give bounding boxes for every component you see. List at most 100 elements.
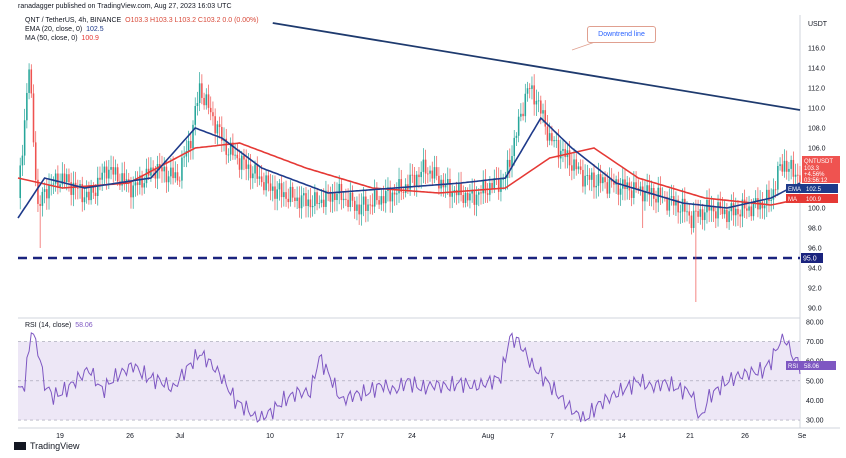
candle-body <box>429 170 431 174</box>
candle-body <box>765 189 768 206</box>
candle-body <box>564 149 566 158</box>
candle-body <box>163 166 165 172</box>
candle-body <box>424 159 427 174</box>
candle-body <box>719 202 722 209</box>
candle-body <box>83 197 86 203</box>
ema-legend[interactable]: EMA (20, close, 0) 102.5 <box>25 26 104 33</box>
candle-body <box>553 140 555 142</box>
candle-body <box>302 193 305 196</box>
candle-body <box>531 85 533 89</box>
candle-body <box>478 192 480 195</box>
tag-countdown: 03:56:12 <box>804 178 828 184</box>
price-tick-label: 92.0 <box>808 286 822 293</box>
candle-body <box>245 159 247 169</box>
candle-body <box>542 110 544 114</box>
candle-body <box>739 214 741 217</box>
candle-body <box>291 186 294 198</box>
candle-body <box>741 199 744 217</box>
candle-body <box>779 164 781 166</box>
time-tick-label: 14 <box>618 433 626 440</box>
candle-body <box>26 92 28 121</box>
candle-body <box>232 142 234 156</box>
candle-body <box>522 113 524 117</box>
candle-body <box>116 167 119 182</box>
candle-body <box>30 69 33 94</box>
candle-body <box>221 126 223 141</box>
candle-body <box>444 183 447 188</box>
candle-body <box>342 198 345 201</box>
currency-label: USDT <box>808 21 828 28</box>
candle-body <box>633 182 635 198</box>
candle-body <box>575 159 578 170</box>
candle-body <box>39 203 41 206</box>
candle-body <box>167 176 170 183</box>
tradingview-logo[interactable]: TradingView <box>14 441 80 451</box>
time-tick-label: 26 <box>741 433 749 440</box>
ma-label: MA (50, close, 0) <box>25 35 78 42</box>
candle-body <box>502 179 504 180</box>
candle-body <box>320 199 323 204</box>
candle-body <box>121 173 123 186</box>
candle-body <box>338 183 340 194</box>
ma-tag-label: MA <box>788 197 797 203</box>
ema-value: 102.5 <box>86 26 104 33</box>
candle-body <box>785 160 788 172</box>
candle-body <box>526 88 529 94</box>
candle-body <box>336 193 338 201</box>
candle-body <box>639 186 642 190</box>
candle-body <box>584 175 586 187</box>
candle-body <box>103 166 106 173</box>
candle-body <box>325 190 327 207</box>
candle-body <box>422 159 425 172</box>
candle-body <box>411 174 414 176</box>
candle-body <box>413 174 416 187</box>
candle-body <box>644 191 646 202</box>
candle-body <box>353 200 356 211</box>
ma-line <box>17 142 801 206</box>
ma-legend[interactable]: MA (50, close, 0) 100.9 <box>25 35 99 42</box>
candle-body <box>23 120 26 156</box>
candle-body <box>287 198 290 203</box>
candle-body <box>659 187 662 197</box>
candle-body <box>85 191 88 198</box>
candle-body <box>653 187 655 199</box>
rsi-label: RSI (14, close) <box>25 322 72 329</box>
candle-body <box>134 182 137 186</box>
candle-body <box>214 116 216 134</box>
candle-body <box>455 189 458 196</box>
candle-body <box>203 97 205 106</box>
candle-body <box>646 185 648 192</box>
candle-body <box>449 179 451 197</box>
time-tick-label: 26 <box>126 433 134 440</box>
candle-body <box>462 194 465 203</box>
candle-body <box>46 189 48 199</box>
candle-body <box>365 196 367 211</box>
candle-body <box>161 167 163 172</box>
candle-body <box>794 174 797 177</box>
candle-body <box>431 170 434 179</box>
candle-body <box>110 167 112 170</box>
rsi-tag-label: RSI <box>788 364 798 370</box>
candle-body <box>94 192 97 197</box>
candle-body <box>469 193 471 201</box>
candle-body <box>480 192 482 194</box>
candle-body <box>70 182 72 195</box>
candle-body <box>278 183 281 190</box>
candle-body <box>300 195 303 209</box>
candle-body <box>524 93 527 117</box>
candle-body <box>768 189 770 201</box>
candle-body <box>497 178 500 192</box>
candle-body <box>551 133 553 142</box>
candle-body <box>165 166 168 183</box>
candle-body <box>154 169 157 179</box>
candle-body <box>675 199 677 206</box>
candle-body <box>318 203 321 204</box>
candle-body <box>582 169 584 187</box>
candle-body <box>799 175 801 182</box>
rsi-legend[interactable]: RSI (14, close) 58.06 <box>25 322 93 329</box>
time-tick-label: 24 <box>408 433 416 440</box>
candle-body <box>380 196 383 205</box>
downtrend-line <box>272 22 801 111</box>
candle-body <box>54 173 57 184</box>
